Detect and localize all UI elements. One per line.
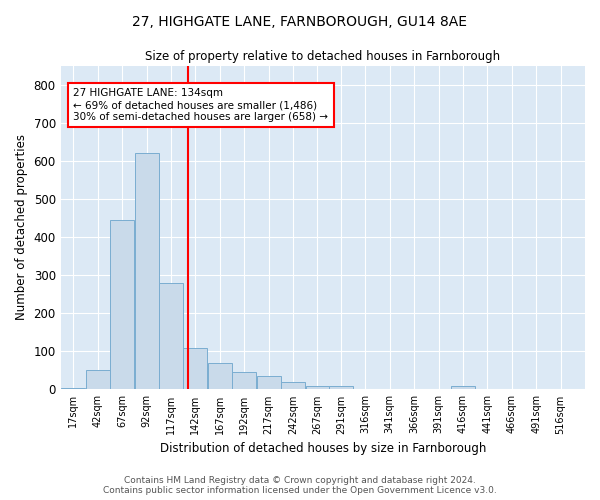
- Text: 27 HIGHGATE LANE: 134sqm
← 69% of detached houses are smaller (1,486)
30% of sem: 27 HIGHGATE LANE: 134sqm ← 69% of detach…: [73, 88, 328, 122]
- Bar: [281, 382, 305, 390]
- Y-axis label: Number of detached properties: Number of detached properties: [15, 134, 28, 320]
- Title: Size of property relative to detached houses in Farnborough: Size of property relative to detached ho…: [145, 50, 500, 63]
- Bar: [134, 153, 158, 390]
- Text: 27, HIGHGATE LANE, FARNBOROUGH, GU14 8AE: 27, HIGHGATE LANE, FARNBOROUGH, GU14 8AE: [133, 15, 467, 29]
- Bar: [232, 372, 256, 390]
- Bar: [110, 220, 134, 390]
- Bar: [159, 282, 183, 390]
- Bar: [305, 386, 329, 390]
- Bar: [257, 376, 281, 390]
- Bar: [86, 370, 110, 390]
- X-axis label: Distribution of detached houses by size in Farnborough: Distribution of detached houses by size …: [160, 442, 486, 455]
- Bar: [61, 388, 85, 390]
- Bar: [208, 363, 232, 390]
- Bar: [451, 386, 475, 390]
- Bar: [329, 386, 353, 390]
- Text: Contains HM Land Registry data © Crown copyright and database right 2024.
Contai: Contains HM Land Registry data © Crown c…: [103, 476, 497, 495]
- Bar: [184, 348, 208, 390]
